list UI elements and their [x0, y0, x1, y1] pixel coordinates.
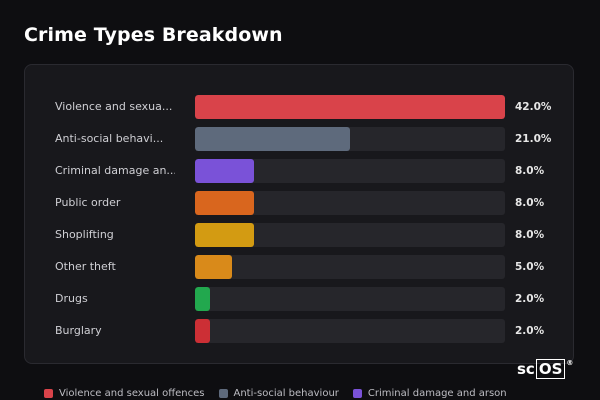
- bar-row: Public order 8.0%: [25, 191, 575, 215]
- value-label: 21.0%: [515, 133, 552, 145]
- value-label: 5.0%: [515, 261, 545, 273]
- bar-track: [195, 287, 505, 311]
- bar-track: [195, 319, 505, 343]
- value-label: 8.0%: [515, 165, 545, 177]
- legend-swatch: [352, 388, 362, 398]
- bar[interactable]: [195, 159, 254, 183]
- value-label: 2.0%: [515, 293, 545, 305]
- legend-item[interactable]: Criminal damage and arson: [352, 387, 507, 399]
- value-label: 8.0%: [515, 229, 545, 241]
- category-label: Other theft: [55, 260, 116, 273]
- bar-row: Violence and sexua... 42.0%: [25, 95, 575, 119]
- bar[interactable]: [195, 319, 210, 343]
- brand-boxed: OS: [535, 359, 566, 379]
- category-label: Public order: [55, 196, 121, 209]
- bar-row: Shoplifting 8.0%: [25, 223, 575, 247]
- chart-panel: Violence and sexua... 42.0% Anti-social be…: [24, 64, 574, 364]
- category-label: Violence and sexua...: [55, 100, 173, 113]
- legend-label: Anti-social behaviour: [233, 387, 339, 399]
- brand-logo: sc OS ®: [517, 359, 573, 379]
- page-title: Crime Types Breakdown: [24, 24, 283, 46]
- value-label: 8.0%: [515, 197, 545, 209]
- bar[interactable]: [195, 287, 210, 311]
- bar-row: Burglary 2.0%: [25, 319, 575, 343]
- bar-track: [195, 191, 505, 215]
- bar-row: Anti-social behavi... 21.0%: [25, 127, 575, 151]
- bar-track: [195, 95, 505, 119]
- bar[interactable]: [195, 127, 350, 151]
- bar-row: Other theft 5.0%: [25, 255, 575, 279]
- legend-swatch: [44, 388, 53, 398]
- category-label: Criminal damage an...: [55, 164, 175, 177]
- brand-registered-mark: ®: [566, 359, 574, 367]
- bar-track: [195, 127, 505, 151]
- legend-label: Violence and sexual offences: [59, 387, 205, 399]
- bar-track: [195, 159, 505, 183]
- category-label: Drugs: [55, 292, 88, 305]
- bar[interactable]: [195, 191, 254, 215]
- category-label: Anti-social behavi...: [55, 132, 164, 145]
- category-label: Shoplifting: [55, 228, 114, 241]
- bar-row: Drugs 2.0%: [25, 287, 575, 311]
- bar-row: Criminal damage an... 8.0%: [25, 159, 575, 183]
- bar-track: [195, 223, 505, 247]
- chart-legend: Violence and sexual offences Anti-social …: [44, 386, 507, 400]
- value-label: 42.0%: [515, 101, 552, 113]
- legend-swatch: [218, 388, 228, 398]
- bar[interactable]: [195, 255, 232, 279]
- bar[interactable]: [195, 95, 505, 119]
- bar[interactable]: [195, 223, 254, 247]
- legend-item[interactable]: Anti-social behaviour: [218, 387, 339, 399]
- legend-label: Criminal damage and arson: [367, 387, 507, 399]
- legend-item[interactable]: Violence and sexual offences: [44, 388, 205, 399]
- value-label: 2.0%: [515, 325, 545, 337]
- brand-prefix: sc: [517, 360, 535, 378]
- bar-track: [195, 255, 505, 279]
- category-label: Burglary: [55, 324, 102, 337]
